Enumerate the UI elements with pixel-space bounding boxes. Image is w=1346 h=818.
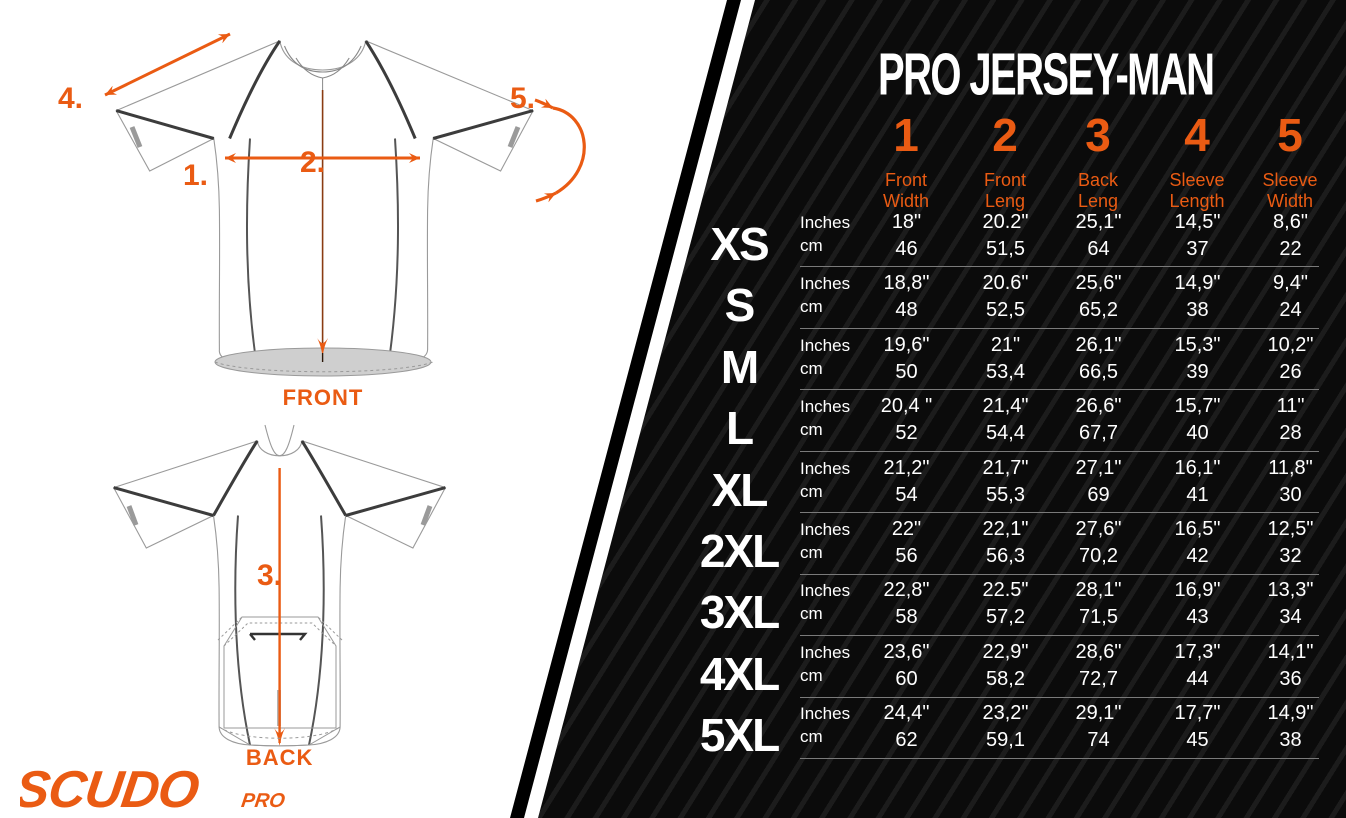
svg-text:2.: 2. bbox=[300, 146, 325, 179]
svg-text:FRONT: FRONT bbox=[283, 385, 364, 410]
svg-text:SCUDO: SCUDO bbox=[20, 761, 202, 818]
svg-text:3.: 3. bbox=[257, 559, 282, 592]
svg-text:5.: 5. bbox=[510, 82, 535, 115]
svg-text:4.: 4. bbox=[58, 82, 83, 115]
svg-text:1.: 1. bbox=[183, 159, 208, 192]
svg-text:PRO: PRO bbox=[240, 790, 287, 812]
